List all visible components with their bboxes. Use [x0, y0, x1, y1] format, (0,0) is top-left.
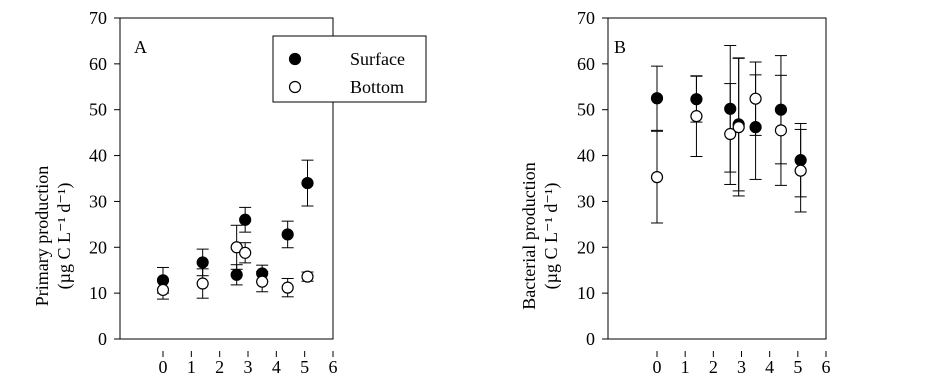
- panel-b-y-axis-label: Bacterial production: [519, 162, 539, 309]
- panel-b-x-tick-label: 6: [822, 357, 831, 377]
- panel-b-x-tick-label: 0: [653, 357, 662, 377]
- panel-a-bottom-point: [156, 283, 170, 297]
- panel-a-x-tick-label: 6: [329, 357, 338, 377]
- panel-a-y-tick-label: 20: [89, 237, 107, 257]
- panel-a-surface-point: [301, 176, 314, 190]
- legend-surface-marker: [288, 52, 302, 66]
- panel-b-y-tick-label: 70: [577, 8, 595, 28]
- panel-b-bottom-point: [724, 127, 737, 141]
- panel-b-surface-point: [749, 121, 762, 134]
- panel-a-label: A: [134, 37, 147, 57]
- panel-a-y-axis-label: Primary production: [32, 166, 52, 306]
- panel-b-y-ticks: 0 10 20 30 40 50 60 70: [577, 8, 608, 349]
- panel-a-bottom-point: [281, 281, 294, 294]
- panel-a-y-axis-title: Primary production (µg C L⁻¹ d⁻¹): [32, 166, 75, 306]
- panel-b-bottom-point: [732, 121, 745, 134]
- panel-a-x-tick-label: 3: [244, 357, 253, 377]
- panel-b-surface-point: [724, 102, 737, 115]
- panel-b-bottom-point: [794, 164, 807, 177]
- panel-a-x-tick-label: 0: [159, 357, 168, 377]
- panel-b-y-tick-label: 60: [577, 54, 595, 74]
- legend-bottom-label: Bottom: [350, 77, 404, 97]
- panel-b-bottom-point: [650, 171, 664, 184]
- panel-b-surface-point: [794, 154, 807, 167]
- panel-b-bottom-point: [749, 92, 762, 105]
- panel-b-y-axis-unit: (µg C L⁻¹ d⁻¹): [541, 183, 562, 290]
- panel-a-y-tick-label: 40: [89, 146, 107, 166]
- panel-a-y-axis-unit: (µg C L⁻¹ d⁻¹): [54, 183, 75, 290]
- panel-a-y-tick-label: 70: [89, 8, 107, 28]
- panel-a-x-tick-label: 2: [215, 357, 224, 377]
- panel-a-y-tick-label: 0: [98, 329, 107, 349]
- panel-a-surface-point: [230, 268, 243, 281]
- panel-b-x-tick-label: 4: [765, 357, 774, 377]
- panel-b-y-tick-label: 30: [577, 191, 595, 211]
- panel-a-x-tick-label: 5: [300, 357, 309, 377]
- panel-b-bottom-point: [690, 110, 703, 123]
- panel-a-bottom-point: [230, 241, 243, 254]
- panel-a-bottom-point: [301, 270, 314, 283]
- panel-b-y-tick-label: 40: [577, 146, 595, 166]
- panel-a-surface-point: [239, 213, 252, 226]
- panel-b-y-tick-label: 20: [577, 237, 595, 257]
- panel-a-data-marks: [156, 159, 314, 300]
- panel-b-y-tick-label: 0: [586, 329, 595, 349]
- panel-b-x-tick-label: 3: [737, 357, 746, 377]
- panel-a-bottom-point: [256, 275, 269, 288]
- panel-b-surface-point: [690, 93, 703, 106]
- panel-b-y-tick-label: 10: [577, 283, 595, 303]
- panel-b-y-axis-title: Bacterial production (µg C L⁻¹ d⁻¹): [519, 162, 562, 309]
- panel-a-bottom-point: [239, 246, 252, 259]
- panel-a: A Primary production (µg C L⁻¹ d⁻¹) 0102…: [32, 8, 427, 377]
- legend-surface-label: Surface: [350, 49, 405, 69]
- panel-b-x-tick-label: 2: [709, 357, 718, 377]
- panel-a-y-tick-label: 60: [89, 54, 107, 74]
- panel-a-y-tick-label: 10: [89, 283, 107, 303]
- panel-b-data-marks: [650, 45, 807, 224]
- panel-a-x-tick-label: 4: [272, 357, 281, 377]
- panel-b-surface-point: [774, 103, 788, 116]
- panel-a-y-ticks: 0 10 20 30 40 50 60 70: [89, 8, 120, 349]
- panel-b-bottom-point: [774, 124, 788, 137]
- panel-b: B Bacterial production (µg C L⁻¹ d⁻¹) 01…: [519, 8, 831, 377]
- panel-a-bottom-point: [196, 277, 209, 290]
- panel-a-plot-frame: [119, 17, 334, 340]
- panel-b-x-tick-label: 1: [681, 357, 690, 377]
- panel-b-plot-frame: [607, 17, 827, 340]
- panel-a-y-tick-label: 30: [89, 191, 107, 211]
- panel-a-surface-point: [281, 228, 294, 241]
- panel-a-x-tick-label: 1: [187, 357, 196, 377]
- panel-a-surface-point: [196, 256, 209, 269]
- panel-b-surface-point: [650, 92, 664, 105]
- legend-bottom-marker: [288, 80, 302, 94]
- panel-a-y-tick-label: 50: [89, 100, 107, 120]
- panel-b-label: B: [614, 37, 626, 57]
- legend: Surface Bottom: [272, 35, 427, 103]
- panel-b-y-tick-label: 50: [577, 100, 595, 120]
- panel-b-x-tick-label: 5: [793, 357, 802, 377]
